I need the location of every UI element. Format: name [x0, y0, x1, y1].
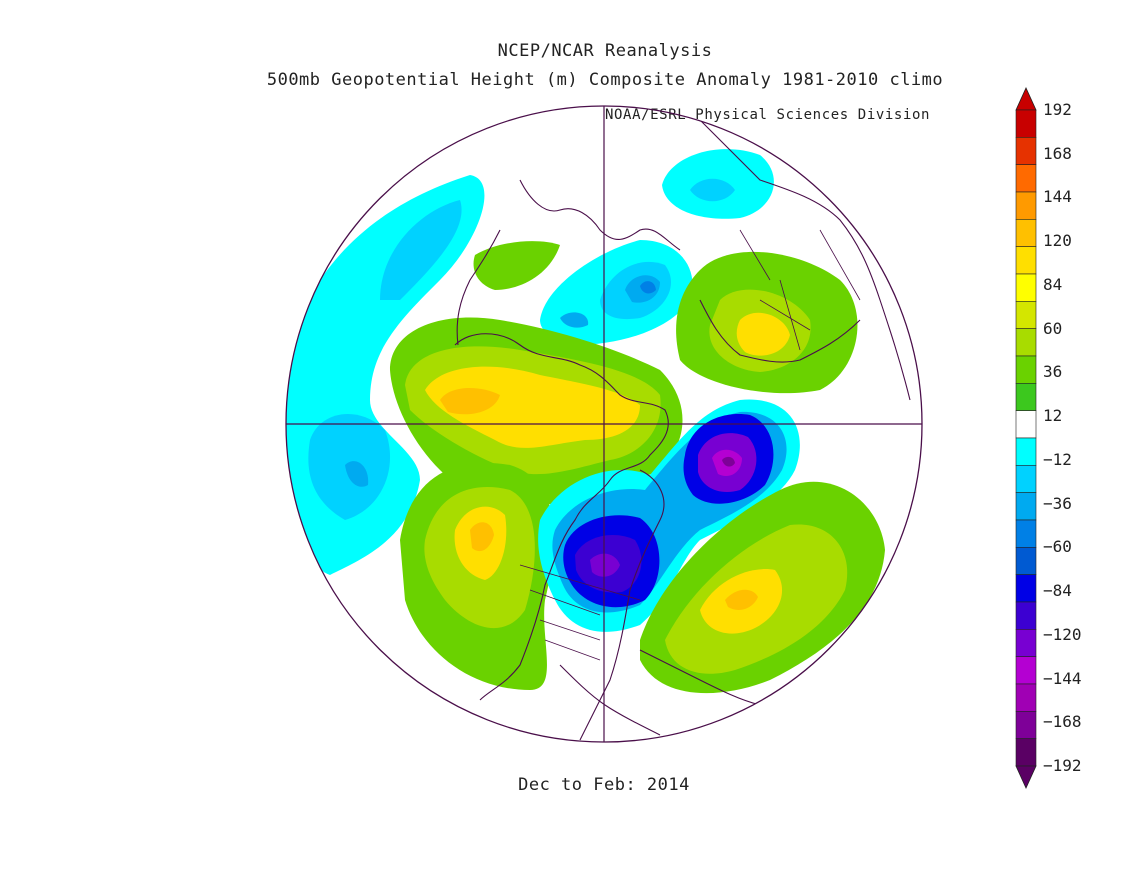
anomaly-greenland-positive	[473, 241, 560, 290]
colorbar-label: −144	[1043, 668, 1082, 688]
coastlines	[454, 119, 911, 741]
colorbar-swatch	[1015, 656, 1037, 685]
credit-text: NOAA/ESRL Physical Sciences Division	[605, 107, 931, 123]
anomaly-alaska-ridge-positive	[390, 317, 683, 509]
title-line-1: NCEP/NCAR Reanalysis	[497, 41, 713, 61]
colorbar-label: 12	[1043, 406, 1063, 426]
colorbar-swatch	[1015, 683, 1037, 712]
colorbar-swatch	[1015, 519, 1037, 548]
colorbar-label: −192	[1043, 756, 1082, 775]
colorbar-swatch	[1015, 383, 1037, 411]
colorbar-swatch	[1015, 601, 1037, 630]
colorbar-arrow-bottom	[1015, 765, 1037, 789]
colorbar-swatch	[1015, 437, 1037, 466]
colorbar-swatch	[1015, 711, 1037, 739]
colorbar-swatch	[1015, 301, 1037, 329]
colorbar-swatch	[1015, 219, 1037, 247]
colorbar-label: 60	[1043, 318, 1063, 338]
colorbar-label: 168	[1043, 143, 1072, 163]
colorbar-label: 84	[1043, 274, 1063, 294]
anomaly-atlantic-positive	[640, 481, 885, 694]
colorbar-label: 36	[1043, 362, 1063, 382]
title-line-2: 500mb Geopotential Height (m) Composite …	[266, 70, 944, 90]
colorbar-swatch	[1015, 109, 1037, 138]
colorbar-swatch	[1015, 629, 1037, 657]
colorbar-label: −168	[1043, 712, 1082, 732]
colorbar-swatch	[1015, 328, 1037, 357]
colorbar-swatch	[1015, 137, 1037, 165]
colorbar-label: −84	[1043, 581, 1072, 601]
colorbar-label: 120	[1043, 231, 1072, 251]
anomaly-arctic-negative	[540, 240, 693, 345]
borders	[519, 229, 861, 661]
anomaly-west-pacific-positive	[400, 462, 554, 690]
colorbar-swatch	[1015, 738, 1037, 767]
anomaly-pacific-west-negative	[286, 175, 485, 575]
colorbar-swatch	[1015, 574, 1037, 603]
footer-period: Dec to Feb: 2014	[518, 775, 690, 795]
map-boundary	[285, 105, 923, 743]
colorbar-swatch	[1015, 246, 1037, 275]
colorbar-label: −12	[1043, 449, 1072, 469]
anomaly-field	[286, 106, 922, 742]
colorbar-swatch	[1015, 492, 1037, 521]
colorbar-label: 192	[1043, 100, 1072, 119]
colorbar-arrow-top	[1015, 87, 1037, 111]
colorbar-swatch	[1015, 410, 1037, 439]
colorbar-label: −120	[1043, 624, 1082, 644]
colorbar-label: 144	[1043, 187, 1072, 207]
colorbar-label: −60	[1043, 537, 1072, 557]
colorbar-swatch	[1015, 273, 1037, 302]
colorbar-swatch	[1015, 465, 1037, 493]
colorbar-swatch	[1015, 191, 1037, 220]
colorbar-swatch	[1015, 164, 1037, 193]
colorbar-swatch	[1015, 547, 1037, 575]
colorbar-label: −36	[1043, 493, 1072, 513]
colorbar-swatch	[1015, 355, 1037, 384]
